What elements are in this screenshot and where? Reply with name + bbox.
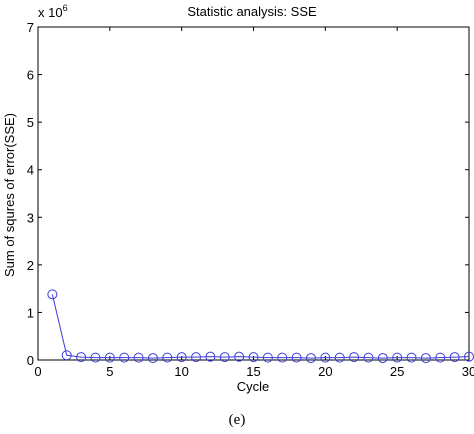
y-axis-ticks: 0 1 2 3 4 5 6 7 [27, 20, 469, 368]
x-tick-label: 25 [390, 364, 404, 379]
sse-point [406, 352, 417, 363]
sse-point [420, 353, 431, 364]
sse-point [248, 352, 259, 363]
y-multiplier: x 106 [38, 3, 68, 20]
x-tick-label: 10 [174, 364, 188, 379]
y-tick-label: 0 [27, 353, 34, 368]
sse-point [205, 351, 216, 362]
sse-point [277, 352, 288, 363]
sse-point [305, 353, 316, 364]
sse-point [61, 350, 72, 361]
sse-point [176, 352, 187, 363]
sse-point [377, 353, 388, 364]
y-tick-label: 3 [27, 210, 34, 225]
sse-point [162, 352, 173, 363]
x-tick-label: 5 [106, 364, 113, 379]
x-tick-label: 15 [246, 364, 260, 379]
x-axis-ticks: 0 5 10 15 20 25 30 [34, 27, 474, 379]
y-tick-label: 2 [27, 258, 34, 273]
sse-point [234, 351, 245, 362]
y-tick-label: 4 [27, 163, 34, 178]
sse-point [349, 352, 360, 363]
sse-point [320, 352, 331, 363]
y-tick-label: 5 [27, 115, 34, 130]
sse-series [47, 289, 474, 364]
sse-point [449, 352, 460, 363]
x-axis-label: Cycle [237, 379, 270, 394]
y-tick-label: 7 [27, 20, 34, 35]
sse-point [219, 352, 230, 363]
y-multiplier-base: x 10 [38, 5, 63, 20]
y-tick-label: 6 [27, 68, 34, 83]
sse-point [133, 352, 144, 363]
figure-caption: (e) [229, 412, 246, 428]
sse-point [76, 352, 87, 363]
sse-point [262, 352, 273, 363]
x-tick-label: 0 [34, 364, 41, 379]
sse-point [291, 352, 302, 363]
sse-point [47, 289, 58, 300]
sse-point [363, 352, 374, 363]
sse-point [147, 353, 158, 364]
sse-point [334, 352, 345, 363]
y-axis-label: Sum of squres of error(SSE) [2, 113, 17, 277]
sse-line [51, 294, 470, 359]
sse-point [392, 352, 403, 363]
y-tick-label: 1 [27, 305, 34, 320]
sse-point [104, 352, 115, 363]
x-tick-label: 30 [462, 364, 474, 379]
sse-point [191, 352, 202, 363]
sse-point [119, 352, 130, 363]
x-tick-label: 20 [318, 364, 332, 379]
plot-area [37, 26, 470, 361]
sse-point [90, 352, 101, 363]
chart-title: Statistic analysis: SSE [187, 4, 317, 19]
y-multiplier-exponent: 6 [63, 3, 68, 13]
sse-point [435, 352, 446, 363]
